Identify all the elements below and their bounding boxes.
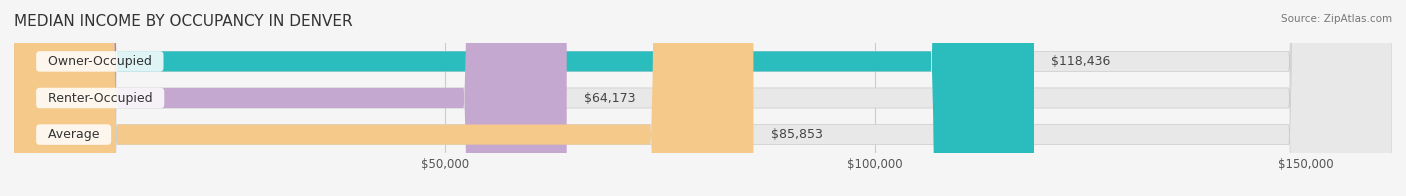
Text: Average: Average (39, 128, 107, 141)
FancyBboxPatch shape (14, 0, 1392, 196)
FancyBboxPatch shape (14, 0, 1392, 196)
FancyBboxPatch shape (14, 0, 1392, 196)
FancyBboxPatch shape (14, 0, 567, 196)
Text: Renter-Occupied: Renter-Occupied (39, 92, 160, 104)
FancyBboxPatch shape (14, 0, 754, 196)
Text: $64,173: $64,173 (583, 92, 636, 104)
Text: Source: ZipAtlas.com: Source: ZipAtlas.com (1281, 14, 1392, 24)
Text: $118,436: $118,436 (1052, 55, 1111, 68)
FancyBboxPatch shape (14, 0, 1033, 196)
Text: $85,853: $85,853 (770, 128, 823, 141)
Text: Owner-Occupied: Owner-Occupied (39, 55, 160, 68)
Text: MEDIAN INCOME BY OCCUPANCY IN DENVER: MEDIAN INCOME BY OCCUPANCY IN DENVER (14, 14, 353, 29)
